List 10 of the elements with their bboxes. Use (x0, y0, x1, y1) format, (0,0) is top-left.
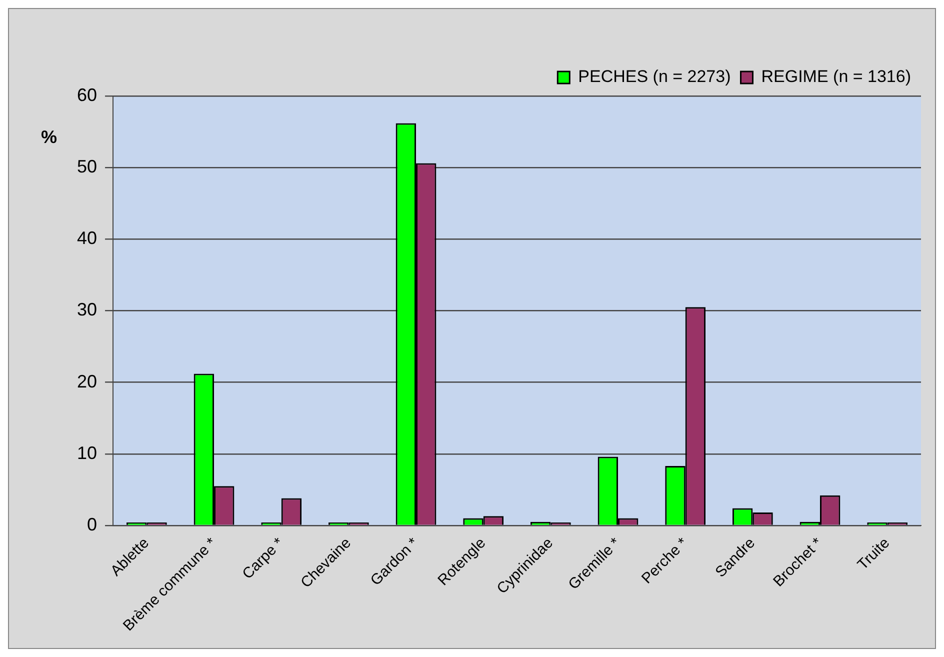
y-tick-label: 50 (76, 156, 98, 177)
y-axis-title: % (41, 126, 58, 147)
y-tick-label: 30 (76, 300, 98, 320)
y-tick-label: 40 (76, 228, 98, 248)
y-tick-label: 0 (87, 514, 98, 534)
y-tick-label: 60 (76, 84, 98, 105)
legend-label: REGIME (n = 1316) (761, 67, 912, 86)
y-tick-label: 10 (76, 442, 98, 463)
legend-label: PECHES (n = 2273) (578, 67, 731, 86)
y-tick-label: 20 (76, 371, 98, 392)
